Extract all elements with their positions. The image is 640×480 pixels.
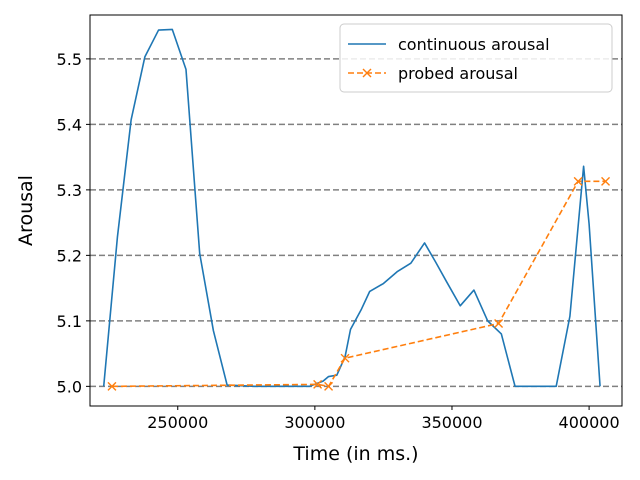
y-tick-label: 5.3 [57,181,82,200]
legend-box [339,23,613,93]
y-tick-label: 5.1 [57,312,82,331]
y-tick-label: 5.2 [57,246,82,265]
y-axis-label: Arousal [15,175,37,246]
legend-label: probed arousal [398,64,518,83]
series-line-1 [102,28,601,388]
data-point [324,381,334,391]
series-line-2 [111,180,606,388]
legend: continuous arousal probed arousal [339,23,613,93]
x-axis-label: Time (in ms.) [292,443,418,465]
legend-item: continuous arousal [348,35,550,54]
legend-item: probed arousal [348,64,518,83]
series-layer [102,28,611,391]
gridlines [90,58,622,388]
data-point [573,176,583,186]
data-point [494,318,504,328]
data-point [107,381,117,391]
y-tick-label: 5.0 [57,377,82,396]
x-tick-label: 300000 [284,413,345,432]
x-tick-label: 400000 [559,413,620,432]
y-tick-label: 5.5 [57,50,82,69]
x-axis: 250000 300000 350000 400000 [147,406,620,432]
x-tick-label: 350000 [421,413,482,432]
y-tick-label: 5.4 [57,115,82,134]
x-tick-label: 250000 [147,413,208,432]
data-point [340,353,350,363]
plot-frame [89,14,623,407]
data-point [313,379,323,389]
y-axis: 5.0 5.1 5.2 5.3 5.4 5.5 [57,50,90,396]
legend-label: continuous arousal [398,35,550,54]
data-point [601,176,611,186]
